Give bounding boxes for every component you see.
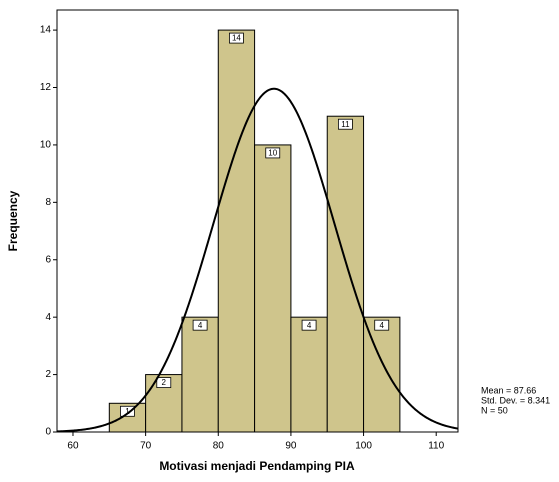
y-tick-label: 4	[45, 312, 51, 323]
stats-label: Std. Dev. = 8.341	[481, 395, 550, 405]
bar	[181, 316, 219, 433]
bar	[363, 316, 401, 433]
bar	[290, 316, 328, 433]
bar	[254, 144, 292, 433]
y-tick-label: 6	[45, 254, 51, 265]
y-tick-label: 8	[45, 197, 51, 208]
value-label: 10	[268, 149, 277, 158]
stats-label: N = 50	[481, 405, 508, 415]
value-label: 2	[162, 378, 167, 387]
value-label-box	[192, 319, 208, 331]
value-label: 1	[125, 407, 130, 416]
value-label-box	[120, 405, 135, 417]
x-tick-label: 90	[285, 441, 297, 452]
value-label-box	[265, 147, 281, 159]
y-tick-label: 2	[45, 369, 51, 380]
value-label-box	[374, 319, 390, 331]
normal-curve	[56, 87, 459, 433]
y-tick-label: 14	[40, 25, 52, 36]
x-tick-label: 110	[428, 441, 444, 452]
stats-label: Mean = 87.66	[481, 385, 536, 395]
x-axis-label: Motivasi menjadi Pendamping PIA	[159, 459, 355, 473]
x-tick-label: 80	[213, 441, 225, 452]
x-tick-label: 100	[355, 441, 372, 452]
y-tick-label: 12	[40, 82, 52, 93]
value-label: 4	[198, 321, 203, 330]
x-tick-label: 60	[67, 441, 79, 452]
x-tick-label: 70	[140, 441, 152, 452]
value-label-box	[229, 32, 244, 44]
value-label-box	[156, 377, 172, 388]
bar	[326, 115, 365, 433]
y-tick-label: 10	[40, 140, 52, 151]
value-label: 14	[232, 34, 241, 43]
value-label-box	[301, 319, 317, 331]
value-label-box	[338, 118, 353, 130]
y-tick-label: 0	[45, 427, 51, 438]
y-axis-label: Frequency	[6, 190, 20, 251]
value-label: 4	[379, 321, 384, 330]
value-label: 4	[307, 321, 312, 330]
bar	[217, 29, 256, 433]
value-label: 11	[341, 120, 350, 129]
